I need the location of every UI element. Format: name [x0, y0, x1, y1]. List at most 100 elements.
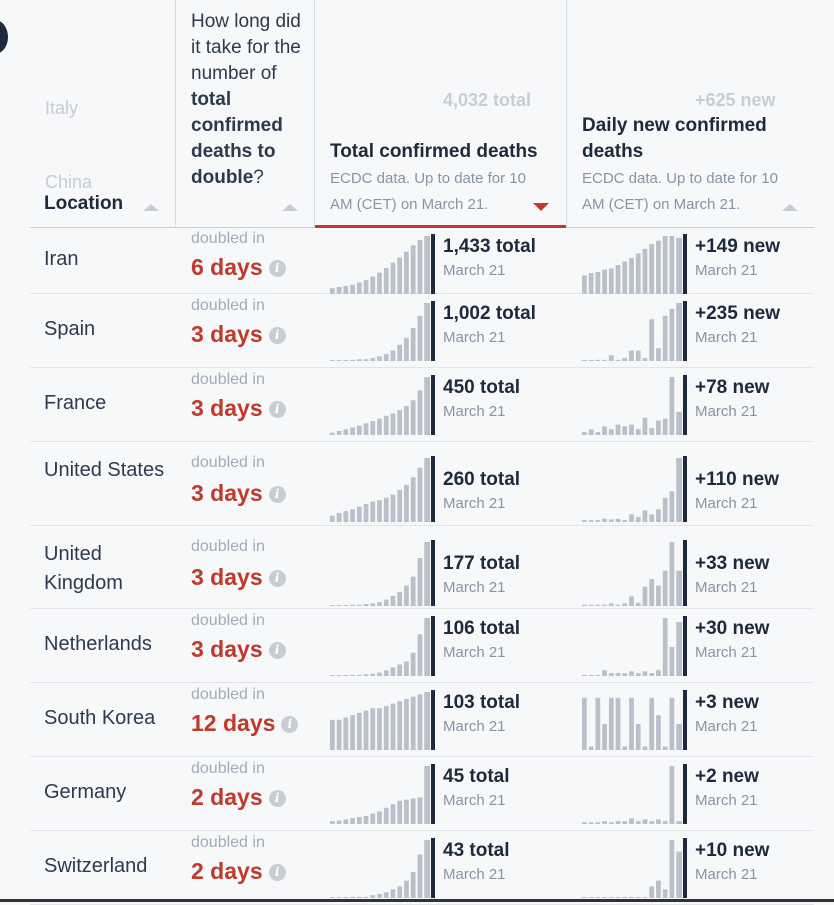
daily-deaths-value: +110 new: [695, 469, 779, 490]
daily-deaths-bar: [649, 244, 655, 294]
total-deaths-bar: [383, 705, 389, 750]
total-deaths-sparkline: [330, 616, 435, 676]
total-deaths-bar: [397, 490, 403, 522]
doubling-days: 12 days i: [191, 710, 299, 737]
total-deaths-bar: [330, 432, 335, 435]
total-deaths-bar: [410, 696, 416, 750]
total-deaths-bar: [330, 821, 335, 824]
header-doubling[interactable]: How long did it take for the number of t…: [175, 0, 315, 227]
info-icon[interactable]: i: [268, 486, 286, 503]
info-icon[interactable]: i: [268, 401, 286, 418]
doubled-in-label: doubled in: [191, 538, 265, 555]
daily-deaths-current-marker: [683, 838, 687, 898]
table-row[interactable]: Iran doubled in 6 days i 1,433 total March 21…: [30, 228, 814, 294]
doubled-in-label: doubled in: [191, 834, 265, 851]
total-deaths-bar: [363, 504, 369, 522]
doubling-days: 3 days i: [191, 636, 286, 663]
sort-arrow-active-icon: [533, 203, 549, 211]
info-icon[interactable]: i: [268, 864, 286, 881]
total-deaths-bar: [377, 672, 382, 676]
total-deaths-bar: [336, 675, 342, 676]
daily-deaths-bar: [629, 897, 634, 898]
header-total-deaths[interactable]: Total confirmed deaths ECDC data. Up to …: [314, 0, 567, 227]
total-deaths-bar: [377, 356, 382, 361]
daily-deaths-bar: [662, 746, 668, 750]
daily-deaths-bar: [622, 746, 628, 750]
info-icon[interactable]: i: [268, 642, 286, 659]
daily-deaths-bar: [629, 697, 634, 750]
daily-deaths-bar: [669, 308, 675, 361]
info-icon[interactable]: i: [268, 327, 286, 344]
total-deaths-bar: [356, 712, 362, 750]
daily-deaths-bar: [608, 673, 614, 676]
info-icon[interactable]: i: [268, 790, 286, 807]
daily-deaths-bar: [649, 428, 655, 435]
total-deaths-value: 260 total: [443, 469, 521, 490]
total-deaths-bar: [350, 674, 355, 676]
daily-deaths-bar: [629, 671, 634, 676]
total-deaths-value: 106 total: [443, 618, 521, 639]
total-deaths-bar: [390, 494, 396, 522]
daily-deaths-bar: [588, 360, 594, 361]
table-row[interactable]: United Kingdom doubled in 3 days i 177 total…: [30, 527, 814, 609]
daily-deaths-bar: [615, 518, 621, 522]
header-daily-title: Daily new confirmed deaths: [582, 115, 767, 162]
doubling-days: 3 days i: [191, 395, 286, 422]
doubled-in-label: doubled in: [191, 686, 265, 703]
header-doubling-text: How long did it take for the number of t…: [191, 9, 301, 191]
total-deaths-bar: [363, 280, 369, 294]
header-daily-source: ECDC data. Up to date for 10 AM (CET) on…: [582, 170, 778, 213]
daily-deaths-bar: [642, 746, 648, 750]
daily-deaths-current-marker: [683, 375, 687, 435]
table-row[interactable]: France doubled in 3 days i 450 total March 21…: [30, 369, 814, 442]
total-deaths-bar: [343, 675, 349, 676]
daily-deaths-bar: [656, 509, 661, 522]
total-deaths-value: 43 total: [443, 840, 510, 861]
total-deaths-value: 45 total: [443, 766, 510, 787]
table-row[interactable]: South Korea doubled in 12 days i 103 total Ma…: [30, 684, 814, 757]
total-deaths-bar: [390, 889, 396, 898]
total-deaths-bar: [356, 425, 362, 435]
info-icon[interactable]: i: [268, 260, 286, 277]
doubled-in-label: doubled in: [191, 230, 265, 247]
total-deaths-current-marker: [431, 616, 435, 676]
daily-deaths-bar: [662, 418, 668, 435]
daily-deaths-bar: [615, 673, 621, 676]
total-deaths-value: 1,002 total: [443, 303, 536, 324]
total-deaths-bar: [390, 595, 396, 606]
daily-deaths-bar: [642, 358, 648, 361]
table-row[interactable]: United States doubled in 3 days i 260 total M…: [30, 443, 814, 526]
daily-deaths-bar: [649, 673, 655, 676]
total-deaths-bar: [390, 350, 396, 361]
total-deaths-date: March 21: [443, 495, 506, 512]
total-deaths-date: March 21: [443, 644, 506, 661]
daily-deaths-bar: [602, 723, 607, 750]
doubling-days-value: 2 days: [191, 784, 263, 810]
total-deaths-bar: [363, 896, 369, 898]
total-deaths-bar: [330, 360, 335, 361]
total-deaths-bar: [383, 892, 389, 898]
table-row[interactable]: Spain doubled in 3 days i 1,002 total March 2…: [30, 295, 814, 368]
table-row[interactable]: Switzerland doubled in 2 days i 43 total Marc…: [30, 832, 814, 905]
header-location[interactable]: Location: [30, 0, 176, 227]
table-row[interactable]: Netherlands doubled in 3 days i 106 total Mar…: [30, 610, 814, 683]
daily-deaths-date: March 21: [695, 495, 758, 512]
daily-deaths-bar: [582, 897, 587, 898]
daily-deaths-sparkline: [582, 616, 687, 676]
total-deaths-current-marker: [431, 838, 435, 898]
info-icon[interactable]: i: [281, 716, 299, 733]
total-deaths-bar: [377, 708, 382, 750]
background-total: 4,032 total: [443, 90, 532, 110]
total-deaths-bar: [377, 272, 382, 294]
daily-deaths-bar: [602, 604, 607, 606]
daily-deaths-bar: [662, 315, 668, 361]
location-name: Netherlands: [44, 633, 152, 655]
table-row[interactable]: Germany doubled in 2 days i 45 total March 21…: [30, 758, 814, 831]
daily-deaths-bar: [676, 411, 682, 435]
daily-deaths-current-marker: [683, 456, 687, 522]
info-icon[interactable]: i: [268, 570, 286, 587]
doubled-in-label: doubled in: [191, 371, 265, 388]
header-daily-deaths[interactable]: Daily new confirmed deaths ECDC data. Up…: [566, 0, 814, 227]
daily-deaths-bar: [602, 897, 607, 898]
daily-deaths-bar: [582, 360, 587, 361]
